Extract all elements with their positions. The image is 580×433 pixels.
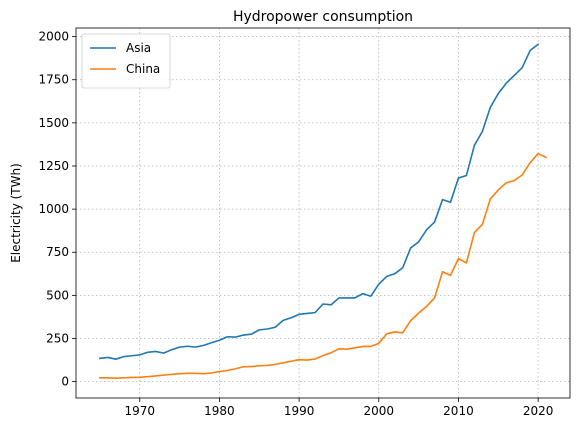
y-tick-label: 750 [46,245,69,259]
x-tick-label: 2010 [443,404,474,418]
series-line-asia [99,43,540,360]
y-tick-label: 1000 [38,202,69,216]
legend-label-china: China [126,62,160,76]
y-tick-label: 1750 [38,73,69,87]
y-tick-label: 500 [46,288,69,302]
y-tick-label: 250 [46,331,69,345]
y-tick-label: 1250 [38,159,69,173]
plot-frame [75,27,571,399]
x-tick-label: 1990 [284,404,315,418]
x-tick-label: 2000 [364,404,395,418]
x-tick-label: 1970 [124,404,155,418]
legend: Asia China [81,33,171,89]
grid-layer [76,28,570,398]
y-axis-label: Electricity (TWh) [9,163,23,263]
series-layer [99,43,548,379]
chart-title: Hydropower consumption [233,9,413,25]
y-tick-label: 0 [61,375,69,389]
ticks-layer: 1970 1980 1990 2000 2010 2020 0 250 500 750 1000 12… [38,30,553,418]
x-tick-label: 1980 [204,404,235,418]
series-line-china [99,152,548,379]
legend-items: Asia China [90,41,160,76]
x-tick-label: 2020 [523,404,554,418]
y-tick-label: 2000 [38,30,69,44]
legend-label-asia: Asia [126,41,151,55]
y-tick-label: 1500 [38,116,69,130]
